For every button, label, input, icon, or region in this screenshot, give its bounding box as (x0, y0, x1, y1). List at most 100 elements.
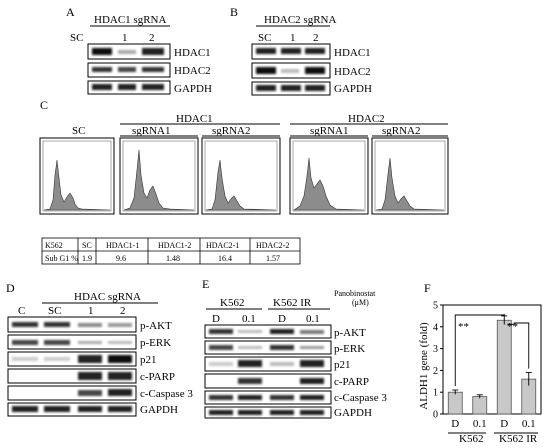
panel-d-lane-4: 2 (120, 305, 126, 317)
panel-d-lane-1: C (18, 305, 25, 317)
panel-b-letter: B (230, 5, 238, 19)
panel-b-lane-1: SC (258, 32, 271, 44)
panel-d-title: HDAC sgRNA (74, 291, 141, 303)
table-header-1: SC (82, 241, 92, 250)
panel-d-row-2: p-ERK (140, 337, 171, 349)
panel-e-lane-4: 0.1 (306, 313, 320, 325)
panel-f-letter: F (424, 281, 431, 295)
table-cell-1: 1.9 (82, 254, 92, 263)
sig-bracket-1 (454, 313, 505, 387)
panel-e-lane-3: D (278, 313, 286, 325)
panel-e-unit-label: (μM) (352, 298, 369, 307)
panel-a-lane-3: 2 (149, 32, 155, 44)
table-header-5: HDAC2-2 (256, 241, 289, 250)
sig-bracket-2 (507, 322, 530, 369)
aldh1-bar-chart: 0 1 2 3 4 5 D 0.1 D 0.1 (433, 301, 542, 430)
panel-d-row-5: c-Caspase 3 (140, 388, 193, 400)
panel-c: C HDAC1 HDAC2 SC sgRNA1 sgRNA2 sgRNA1 sg… (39, 98, 449, 265)
bar-1 (472, 396, 488, 415)
panel-e-row-3: p21 (334, 359, 351, 371)
panel-d-blot-p21 (7, 351, 137, 367)
y-tick-label-0: 0 (433, 410, 438, 421)
x-tick-label-1: 0.1 (473, 418, 487, 430)
panel-a: A HDAC1 sgRNA SC 1 2 HDAC1 HDAC2 GAPDH (66, 5, 212, 95)
table-header-0: K562 (45, 241, 63, 250)
panel-e-row-1: p-AKT (334, 327, 366, 339)
panel-d-lane-3: 1 (88, 305, 94, 317)
y-tick-label-2: 2 (433, 366, 438, 377)
panel-e-group-1: K562 (220, 297, 244, 309)
panel-d-row-3: p21 (140, 354, 157, 366)
panel-c-hdac2-sg2: sgRNA2 (382, 125, 421, 137)
panel-a-lane-1: SC (70, 32, 83, 44)
panel-d-blot-gapdh (7, 402, 137, 417)
panel-b-row-hdac2: HDAC2 (334, 66, 371, 78)
panel-e: E K562 K562 IR Panobinostat (μM) D 0.1 D… (202, 277, 387, 419)
y-tick-label-3: 3 (433, 344, 438, 355)
panel-e-row-5: c-Caspase 3 (334, 392, 387, 404)
panel-a-lane-2: 1 (122, 32, 128, 44)
panel-d-row-4: c-PARP (140, 371, 175, 383)
panel-a-letter: A (66, 5, 75, 19)
table-header-3: HDAC1-2 (158, 241, 191, 250)
x-tick-label-2: D (500, 418, 508, 430)
panel-d-blot-p-akt (7, 316, 137, 333)
panel-b-row-hdac1: HDAC1 (334, 47, 371, 59)
panel-b-lane-3: 2 (313, 32, 319, 44)
panel-e-group-2: K562 IR (273, 297, 312, 309)
panel-c-letter: C (40, 98, 48, 112)
panel-e-row-2: p-ERK (334, 343, 365, 355)
panel-f: F 0 1 2 3 4 5 D 0.1 D 0.1 ALDH1 gene (fold) ** **… (418, 281, 542, 445)
chart-y-label: ALDH1 gene (fold) (418, 322, 430, 410)
subg1-table: K562 SC HDAC1-1 HDAC1-2 HDAC2-1 HDAC2-2 … (41, 237, 301, 265)
panel-c-hdac1-sg2: sgRNA2 (212, 125, 251, 137)
y-tick-label-1: 1 (433, 388, 438, 399)
panel-e-row-4: c-PARP (334, 376, 369, 388)
panel-d-blot-c-parp (7, 368, 137, 384)
panel-e-lane-2: 0.1 (242, 313, 256, 325)
histogram-hdac1-sg1 (119, 137, 199, 215)
bar-0 (447, 391, 463, 415)
table-cell-5: 1.57 (266, 254, 280, 263)
panel-e-lane-1: D (212, 313, 220, 325)
panel-b: B HDAC2 sgRNA SC 1 2 HDAC1 HDAC2 GAPDH (230, 5, 372, 96)
panel-e-blot-p-erk (204, 340, 332, 355)
panel-a-row-hdac1: HDAC1 (174, 47, 211, 59)
panel-e-blot-c-caspase3 (204, 390, 332, 405)
panel-d-row-6: GAPDH (140, 404, 178, 416)
panel-c-hdac1-sg1: sgRNA1 (132, 125, 171, 137)
panel-e-blot-gapdh (204, 406, 332, 419)
table-header-2: HDAC1-1 (106, 241, 139, 250)
histogram-hdac2-sg2 (371, 137, 449, 215)
panel-d-blot-p-erk (7, 334, 137, 350)
sig-star-2: ** (507, 321, 518, 333)
panel-b-row-gapdh: GAPDH (334, 83, 372, 95)
panel-a-row-hdac2: HDAC2 (174, 65, 211, 77)
table-cell-3: 1.48 (166, 254, 180, 263)
panel-e-blot-p21 (204, 356, 332, 372)
panel-d-blot-c-caspase3 (7, 385, 137, 401)
histogram-sc (39, 137, 115, 215)
bar-2 (496, 319, 512, 415)
panel-b-title: HDAC2 sgRNA (264, 14, 336, 26)
histogram-hdac1-sg2 (201, 137, 281, 215)
panel-d-letter: D (6, 281, 15, 295)
table-cell-4: 16.4 (218, 254, 232, 263)
panel-c-group-hdac2: HDAC2 (348, 113, 385, 125)
panel-c-hdac2-sg1: sgRNA1 (310, 125, 349, 137)
panel-c-sc-label: SC (72, 125, 85, 137)
panel-d-lane-2: SC (48, 305, 61, 317)
table-cell-0: Sub G1 % (45, 254, 78, 263)
panel-e-letter: E (202, 277, 209, 291)
panel-d-row-1: p-AKT (140, 320, 172, 332)
panel-a-row-gapdh: GAPDH (174, 83, 212, 95)
x-tick-label-0: D (451, 418, 459, 430)
table-header-4: HDAC2-1 (206, 241, 239, 250)
histogram-hdac2-sg1 (289, 137, 369, 215)
x-tick-label-3: 0.1 (522, 418, 536, 430)
y-tick-label-5: 5 (433, 301, 438, 312)
panel-e-blot-c-parp (204, 373, 332, 389)
panel-e-row-6: GAPDH (334, 407, 372, 419)
panel-e-drug-label: Panobinostat (334, 289, 376, 298)
